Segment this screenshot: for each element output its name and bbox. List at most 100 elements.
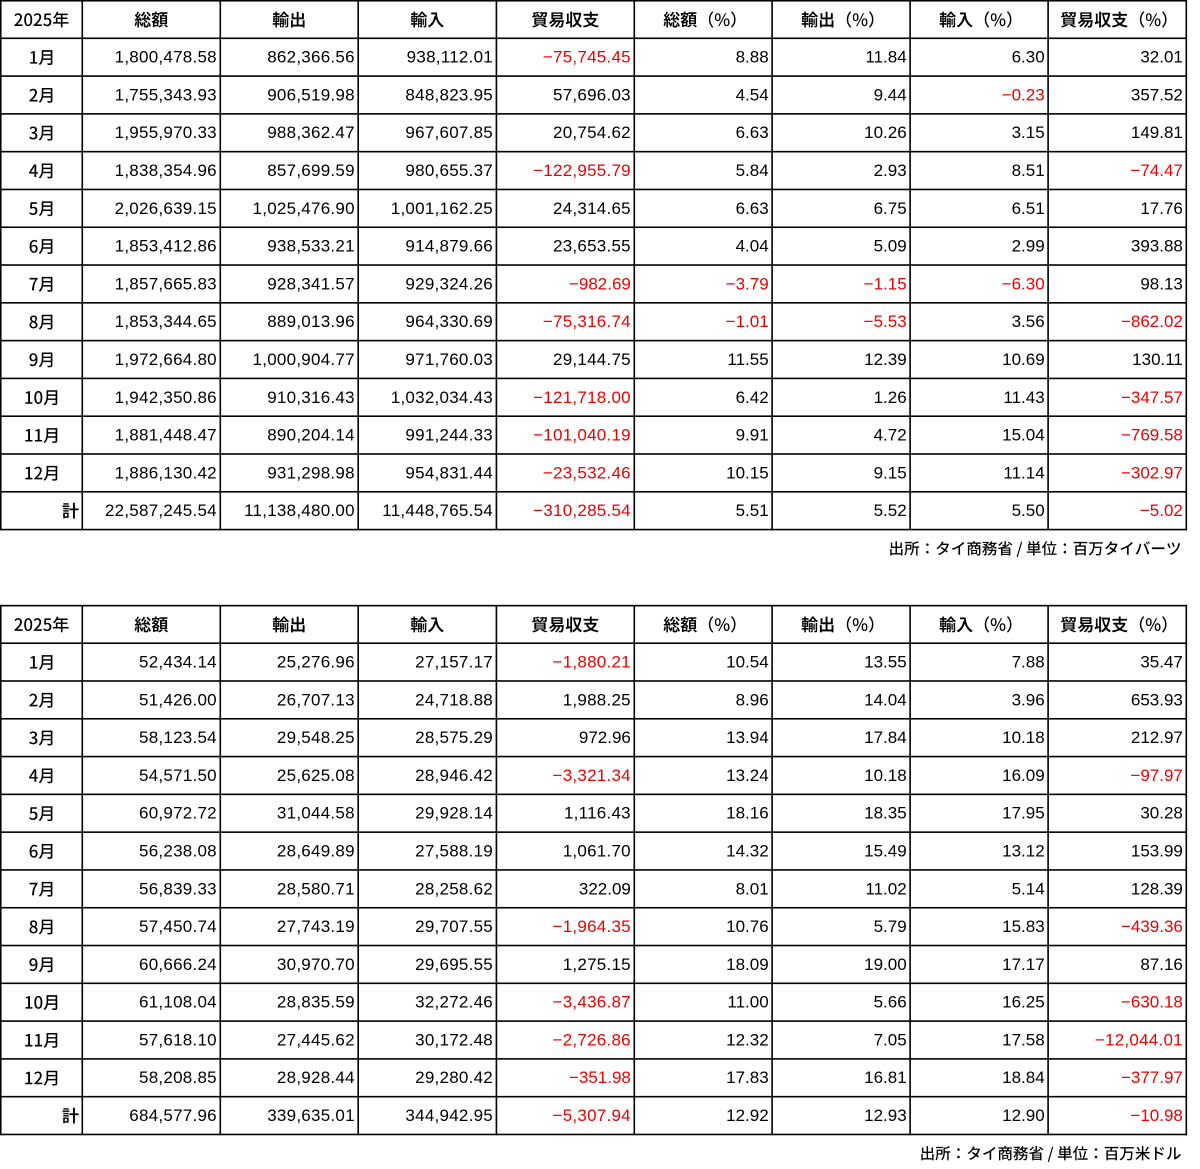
svg-text:1,972,664.80: 1,972,664.80 <box>115 350 217 369</box>
svg-text:−0.23: −0.23 <box>1002 85 1045 104</box>
svg-text:130.11: 130.11 <box>1132 350 1183 369</box>
svg-text:51,426.00: 51,426.00 <box>139 690 217 709</box>
svg-text:5.51: 5.51 <box>736 501 769 520</box>
svg-text:−630.18: −630.18 <box>1121 993 1183 1012</box>
svg-text:980,655.37: 980,655.37 <box>405 161 493 180</box>
svg-text:31,044.58: 31,044.58 <box>277 804 355 823</box>
svg-text:393.88: 393.88 <box>1131 237 1183 256</box>
svg-text:24,314.65: 24,314.65 <box>553 199 631 218</box>
svg-text:26,707.13: 26,707.13 <box>277 690 355 709</box>
svg-text:54,571.50: 54,571.50 <box>139 766 217 785</box>
svg-text:357.52: 357.52 <box>1131 85 1183 104</box>
svg-text:7.05: 7.05 <box>874 1030 907 1049</box>
svg-text:28,258.62: 28,258.62 <box>415 879 493 898</box>
svg-text:5.79: 5.79 <box>874 917 907 936</box>
svg-text:8.96: 8.96 <box>736 690 769 709</box>
svg-text:22,587,245.54: 22,587,245.54 <box>105 501 217 520</box>
svg-text:1.26: 1.26 <box>874 388 907 407</box>
svg-text:−377.97: −377.97 <box>1121 1068 1183 1087</box>
svg-text:−310,285.54: −310,285.54 <box>533 501 631 520</box>
svg-text:10.18: 10.18 <box>864 766 907 785</box>
svg-text:57,618.10: 57,618.10 <box>139 1030 217 1049</box>
svg-text:29,144.75: 29,144.75 <box>553 350 631 369</box>
svg-text:971,760.03: 971,760.03 <box>405 350 493 369</box>
svg-text:1,032,034.43: 1,032,034.43 <box>391 388 493 407</box>
svg-text:−2,726.86: −2,726.86 <box>553 1030 631 1049</box>
svg-text:56,839.33: 56,839.33 <box>139 879 217 898</box>
svg-text:11,448,765.54: 11,448,765.54 <box>382 501 493 520</box>
svg-text:13.55: 13.55 <box>864 653 907 672</box>
svg-text:−74.47: −74.47 <box>1130 161 1182 180</box>
svg-text:25,276.96: 25,276.96 <box>277 653 355 672</box>
svg-text:−75,316.74: −75,316.74 <box>543 312 631 331</box>
svg-text:11.00: 11.00 <box>727 993 768 1012</box>
svg-text:149.81: 149.81 <box>1131 123 1183 142</box>
svg-text:15.04: 15.04 <box>1002 426 1045 445</box>
svg-text:−982.69: −982.69 <box>569 274 631 293</box>
svg-text:1,853,344.65: 1,853,344.65 <box>115 312 217 331</box>
svg-text:964,330.69: 964,330.69 <box>405 312 493 331</box>
svg-text:27,588.19: 27,588.19 <box>415 841 493 860</box>
svg-text:12.32: 12.32 <box>726 1030 769 1049</box>
svg-text:−3.79: −3.79 <box>726 274 769 293</box>
svg-text:19.00: 19.00 <box>864 955 907 974</box>
svg-text:344,942.95: 344,942.95 <box>405 1106 493 1125</box>
svg-text:−6.30: −6.30 <box>1002 274 1045 293</box>
svg-text:27,445.62: 27,445.62 <box>277 1030 355 1049</box>
svg-text:−75,745.45: −75,745.45 <box>543 48 631 67</box>
svg-text:29,707.55: 29,707.55 <box>415 917 493 936</box>
svg-text:12.93: 12.93 <box>864 1106 907 1125</box>
svg-text:7.88: 7.88 <box>1012 653 1045 672</box>
svg-text:28,946.42: 28,946.42 <box>415 766 493 785</box>
svg-text:32.01: 32.01 <box>1140 48 1183 67</box>
svg-text:6.30: 6.30 <box>1012 48 1045 67</box>
svg-text:8.01: 8.01 <box>736 879 769 898</box>
svg-text:1,886,130.42: 1,886,130.42 <box>115 463 217 482</box>
svg-text:153.99: 153.99 <box>1131 841 1183 860</box>
svg-text:3.56: 3.56 <box>1012 312 1045 331</box>
svg-text:862,366.56: 862,366.56 <box>267 48 355 67</box>
svg-text:30,970.70: 30,970.70 <box>277 955 355 974</box>
svg-text:12.92: 12.92 <box>726 1106 769 1125</box>
svg-text:−5.53: −5.53 <box>864 312 907 331</box>
svg-text:1,001,162.25: 1,001,162.25 <box>391 199 493 218</box>
svg-text:18.35: 18.35 <box>864 804 907 823</box>
svg-text:−1.01: −1.01 <box>726 312 769 331</box>
svg-text:15.49: 15.49 <box>864 841 907 860</box>
svg-text:5.50: 5.50 <box>1012 501 1045 520</box>
svg-text:−302.97: −302.97 <box>1121 463 1183 482</box>
svg-text:−1.15: −1.15 <box>864 274 907 293</box>
svg-text:57,696.03: 57,696.03 <box>553 85 631 104</box>
svg-text:−5,307.94: −5,307.94 <box>553 1106 631 1125</box>
svg-text:18.09: 18.09 <box>726 955 769 974</box>
svg-text:24,718.88: 24,718.88 <box>415 690 493 709</box>
svg-text:910,316.43: 910,316.43 <box>267 388 355 407</box>
svg-text:25,625.08: 25,625.08 <box>277 766 355 785</box>
svg-text:954,831.44: 954,831.44 <box>405 463 493 482</box>
svg-text:17.17: 17.17 <box>1002 955 1045 974</box>
svg-text:30,172.48: 30,172.48 <box>415 1030 493 1049</box>
svg-text:889,013.96: 889,013.96 <box>267 312 355 331</box>
svg-text:16.25: 16.25 <box>1002 993 1045 1012</box>
svg-text:16.81: 16.81 <box>864 1068 907 1087</box>
svg-text:32,272.46: 32,272.46 <box>415 993 493 1012</box>
svg-text:−121,718.00: −121,718.00 <box>533 388 631 407</box>
svg-text:10.18: 10.18 <box>1002 728 1045 747</box>
svg-text:1,000,904.77: 1,000,904.77 <box>253 350 355 369</box>
svg-text:23,653.55: 23,653.55 <box>553 237 631 256</box>
svg-text:−347.57: −347.57 <box>1121 388 1183 407</box>
svg-text:1,838,354.96: 1,838,354.96 <box>115 161 217 180</box>
svg-text:1,755,343.93: 1,755,343.93 <box>115 85 217 104</box>
svg-text:18.84: 18.84 <box>1002 1068 1045 1087</box>
svg-text:12.39: 12.39 <box>864 350 907 369</box>
svg-text:1,116.43: 1,116.43 <box>564 804 631 823</box>
svg-text:27,743.19: 27,743.19 <box>277 917 355 936</box>
svg-text:6.63: 6.63 <box>736 199 769 218</box>
svg-text:11.02: 11.02 <box>865 879 906 898</box>
svg-text:5.84: 5.84 <box>736 161 769 180</box>
svg-text:991,244.33: 991,244.33 <box>405 426 493 445</box>
svg-text:14.32: 14.32 <box>726 841 769 860</box>
svg-text:−23,532.46: −23,532.46 <box>543 463 631 482</box>
svg-text:988,362.47: 988,362.47 <box>267 123 355 142</box>
svg-text:−97.97: −97.97 <box>1130 766 1182 785</box>
